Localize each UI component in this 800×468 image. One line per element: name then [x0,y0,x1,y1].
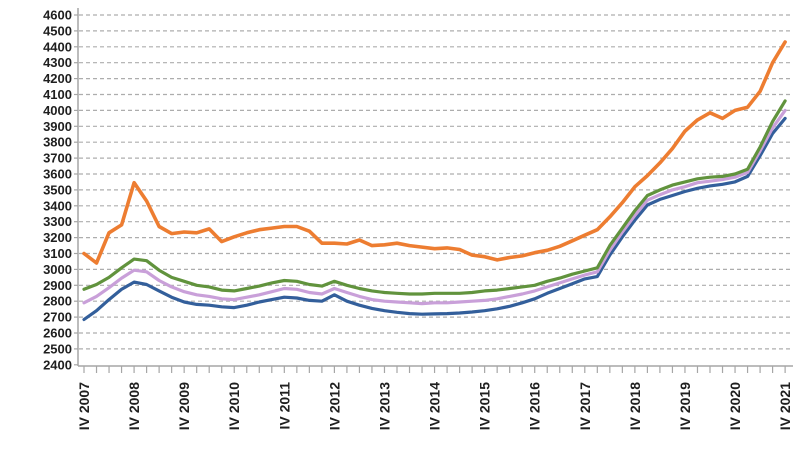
y-axis-tick-label: 4200 [43,71,72,86]
x-axis-tick-label: IV 2014 [427,382,443,430]
y-axis-tick-label: 3800 [43,135,72,150]
y-axis-tick-label: 3100 [43,246,72,261]
x-axis-tick-label: IV 2011 [276,382,292,430]
y-axis-tick-label: 4400 [43,39,72,54]
orange-series-line [82,40,787,265]
y-axis-tick-label: 2600 [43,326,72,341]
x-axis-tick-label: IV 2010 [226,382,242,430]
y-axis-tick-label: 2900 [43,278,72,293]
violet-series-line [82,108,787,306]
y-axis-tick-label: 3400 [43,198,72,213]
x-axis-tick-label: IV 2016 [527,382,543,430]
x-axis-tick-label: IV 2009 [176,382,192,430]
y-axis-tick-label: 2500 [43,341,72,356]
y-axis-tick-label: 4500 [43,23,72,38]
x-axis-tick-label: IV 2017 [577,382,593,430]
x-axis-tick-label: IV 2012 [326,382,342,430]
y-axis-tick-label: 3700 [43,151,72,166]
y-axis-tick-label: 3600 [43,167,72,182]
x-axis-tick-label: IV 2007 [76,382,92,430]
x-axis-tick-label: IV 2008 [126,382,142,430]
y-axis-tick-label: 4100 [43,87,72,102]
x-axis-tick-label: IV 2019 [677,382,693,430]
y-axis-tick-label: 3200 [43,230,72,245]
x-axis-tick-label: IV 2015 [477,382,493,430]
y-axis-tick-label: 2800 [43,294,72,309]
x-axis-tick-label: IV 2020 [727,382,743,430]
y-axis-tick-label: 4300 [43,55,72,70]
y-axis-tick-label: 3900 [43,119,72,134]
y-axis-tick-label: 3300 [43,214,72,229]
x-axis-tick-label: IV 2013 [376,382,392,430]
y-axis-tick-label: 4000 [43,103,72,118]
x-axis-tick-label: IV 2021 [777,382,793,430]
y-axis-tick-label: 3000 [43,262,72,277]
y-axis-tick-label: 2700 [43,310,72,325]
blue-series-line [82,116,787,322]
y-axis-tick-label: 3500 [43,182,72,197]
x-axis-tick-label: IV 2018 [627,382,643,430]
y-axis-tick-label: 4600 [43,8,72,23]
green-series-line [82,99,787,296]
y-axis-tick-label: 2400 [43,357,72,372]
